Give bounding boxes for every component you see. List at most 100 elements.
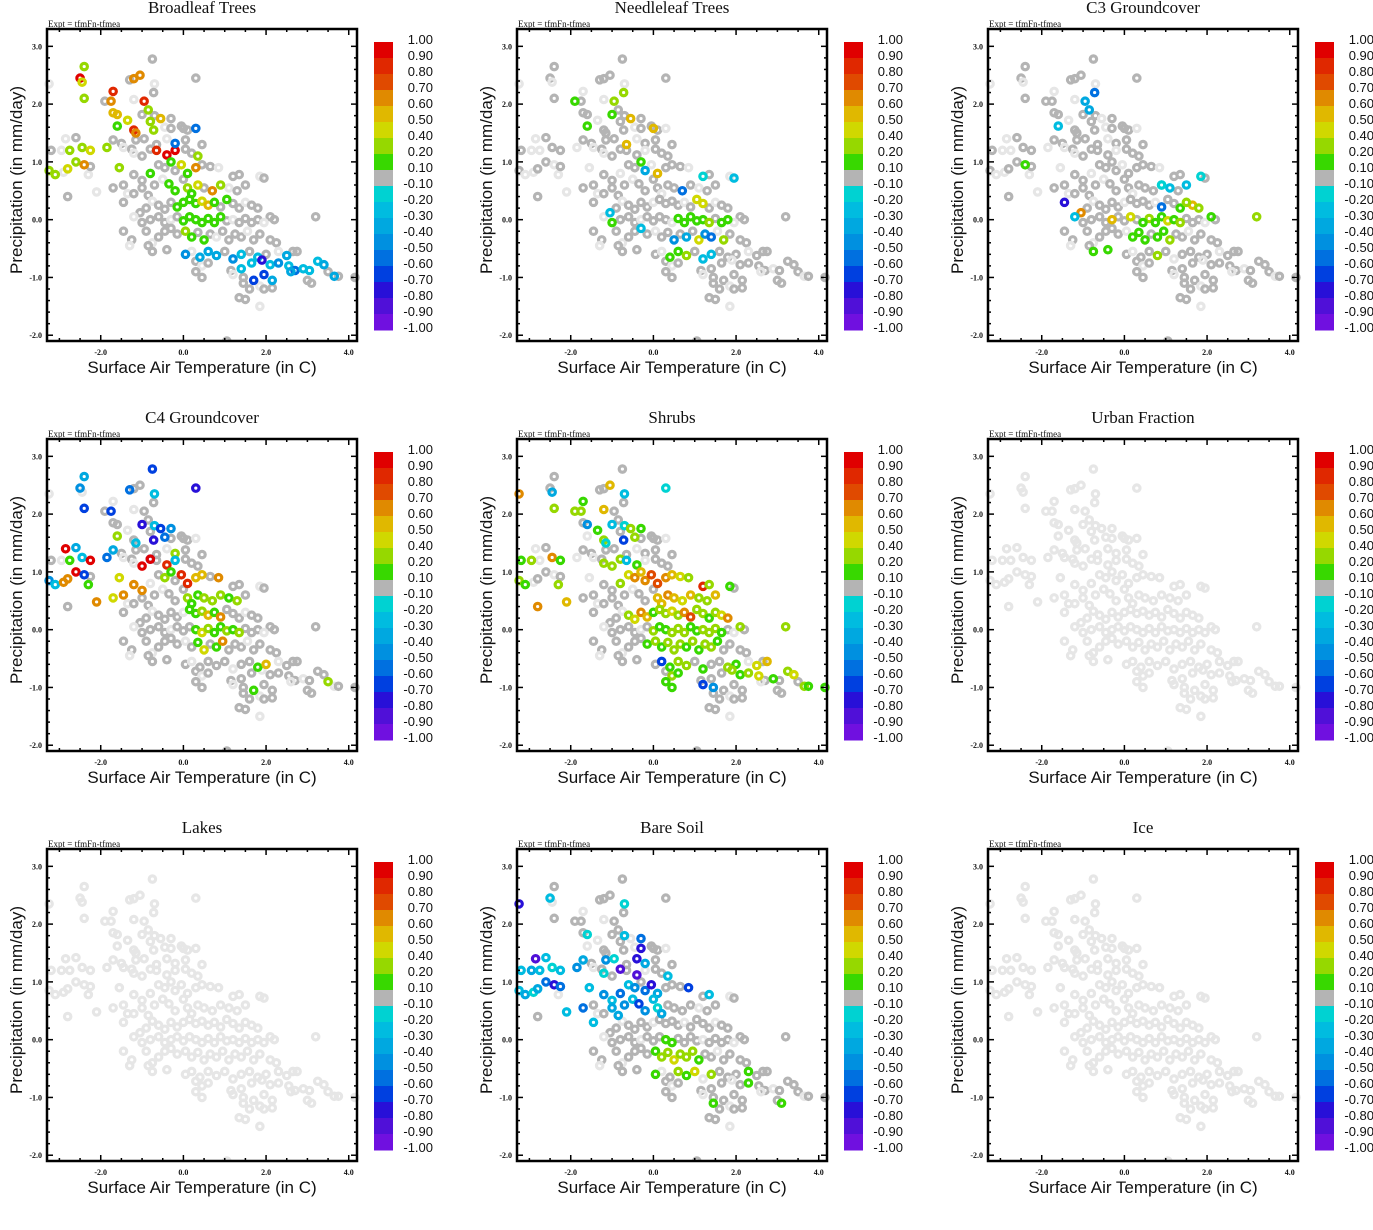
- data-point: [1089, 125, 1100, 135]
- colorbar-segment: [374, 298, 393, 315]
- data-point: [1094, 610, 1105, 621]
- colorbar-segment: [374, 990, 393, 1007]
- colorbar-label: -0.20: [873, 602, 903, 617]
- data-point: [240, 590, 251, 600]
- y-tick-label: 0.0: [32, 1036, 42, 1045]
- data-point: [267, 283, 278, 293]
- colorbar-segment: [1315, 122, 1334, 139]
- data-point: [137, 593, 147, 603]
- colorbar-segment: [1315, 990, 1334, 1007]
- data-point: [1026, 555, 1037, 566]
- data-point: [1012, 157, 1022, 167]
- data-point-colored: [694, 645, 704, 655]
- colorbar-label: 0.50: [1349, 522, 1373, 537]
- colorbar-segment: [844, 862, 863, 879]
- data-point-colored: [197, 606, 207, 616]
- data-point-colored: [636, 943, 646, 954]
- y-tick-label: 3.0: [973, 452, 983, 461]
- data-point-colored: [683, 982, 694, 993]
- data-point: [1018, 487, 1028, 497]
- data-point: [1144, 668, 1155, 678]
- y-tick-label: -2.0: [970, 1151, 983, 1160]
- x-axis-label: Surface Air Temperature (in C): [87, 1178, 317, 1197]
- data-point: [1123, 988, 1134, 999]
- expt-label: Expt = tfmFn-tfmea: [48, 19, 121, 29]
- data-point: [793, 1086, 803, 1097]
- y-tick-label: -2.0: [29, 741, 42, 750]
- x-tick-label: 0.0: [648, 758, 658, 767]
- data-point: [1198, 665, 1208, 675]
- data-point: [131, 955, 141, 965]
- data-point-colored: [1125, 211, 1136, 222]
- data-point-colored: [1020, 159, 1031, 170]
- data-point-colored: [648, 626, 659, 636]
- data-point: [1088, 606, 1099, 616]
- data-point: [611, 613, 622, 623]
- data-point: [1003, 601, 1014, 612]
- data-point: [751, 1070, 762, 1081]
- data-point-colored: [609, 96, 619, 107]
- data-point: [555, 161, 566, 172]
- data-point: [1070, 169, 1080, 180]
- colorbar-segment: [1315, 90, 1334, 107]
- colorbar-segment: [844, 974, 863, 991]
- data-point-colored: [273, 258, 284, 268]
- data-point: [118, 1017, 129, 1028]
- data-point: [1059, 1017, 1070, 1028]
- colorbar-segment: [844, 894, 863, 911]
- data-point-colored: [170, 555, 180, 566]
- data-point: [135, 617, 145, 628]
- colorbar-segment: [374, 1022, 393, 1039]
- data-point: [191, 676, 201, 687]
- data-point: [599, 914, 609, 925]
- data-point-colored: [172, 202, 183, 212]
- data-point: [1049, 593, 1059, 603]
- data-point-colored: [151, 145, 162, 156]
- data-point: [242, 226, 253, 237]
- scatter-plot: -2.0 0.0 2.0 4.03.02.01.00.0-1.0-2.01.000.9…: [499, 27, 903, 357]
- data-point: [1175, 627, 1186, 638]
- data-point: [650, 144, 661, 154]
- data-point-colored: [582, 929, 593, 940]
- data-point: [248, 645, 259, 655]
- colorbar-label: 0.80: [408, 474, 433, 489]
- data-point-colored: [625, 523, 636, 534]
- data-point: [213, 982, 224, 993]
- data-point: [632, 150, 642, 160]
- data-point: [1107, 1017, 1117, 1028]
- colorbar-label: -0.10: [1344, 996, 1373, 1011]
- colorbar-segment: [844, 660, 863, 677]
- data-point-colored: [1059, 197, 1070, 208]
- data-point: [1072, 955, 1082, 965]
- data-point: [1063, 115, 1074, 126]
- data-point: [1156, 1000, 1167, 1010]
- data-point: [261, 1069, 271, 1080]
- data-point: [1107, 633, 1117, 644]
- colorbar-label: -0.10: [873, 586, 903, 601]
- data-point: [182, 945, 193, 955]
- data-point-colored: [776, 1098, 787, 1109]
- data-point-colored: [652, 1003, 663, 1013]
- colorbar-segment: [1315, 942, 1334, 959]
- data-point: [1020, 503, 1031, 514]
- data-point: [1026, 145, 1037, 156]
- data-point: [652, 535, 663, 545]
- data-point-colored: [731, 659, 741, 670]
- data-point: [588, 1046, 599, 1057]
- data-point: [1125, 1014, 1136, 1025]
- data-point-colored: [257, 255, 267, 265]
- data-point: [731, 1069, 741, 1080]
- data-point: [269, 1034, 280, 1045]
- data-point: [1200, 627, 1210, 638]
- data-point: [143, 240, 154, 251]
- data-point: [640, 145, 650, 156]
- data-point-colored: [139, 96, 149, 107]
- data-point: [718, 645, 729, 655]
- data-point: [1078, 183, 1088, 193]
- data-point: [60, 133, 71, 144]
- colorbar-label: -0.50: [403, 240, 433, 255]
- data-point: [180, 964, 191, 974]
- data-point-colored: [762, 656, 772, 667]
- data-point: [62, 601, 73, 612]
- data-point: [64, 965, 75, 976]
